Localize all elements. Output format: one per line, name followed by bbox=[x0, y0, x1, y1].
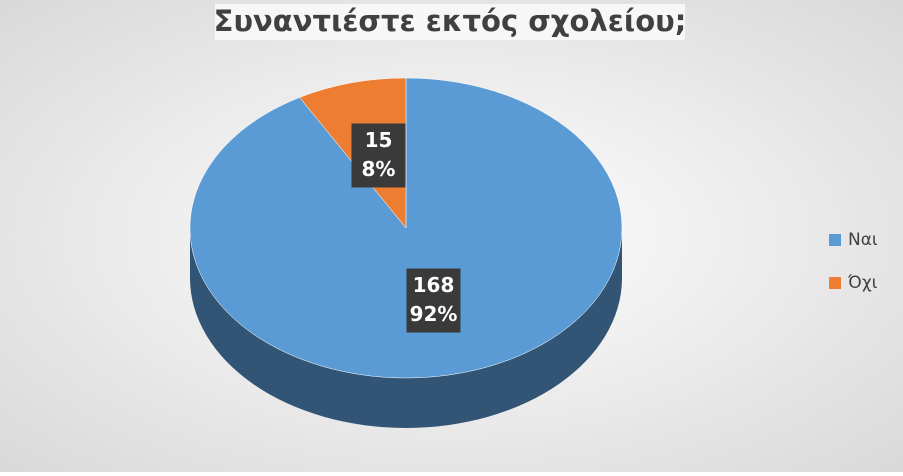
data-label-value: 168 bbox=[413, 273, 455, 297]
legend-swatch bbox=[829, 277, 841, 289]
legend-label: Όχι bbox=[847, 273, 878, 293]
data-label-percent: 8% bbox=[362, 157, 396, 181]
data-label-box bbox=[406, 268, 461, 333]
chart-title: Συναντιέστε εκτός σχολείου; bbox=[214, 4, 687, 38]
legend-swatch bbox=[829, 234, 841, 246]
data-label-value: 15 bbox=[365, 128, 393, 152]
data-label-box bbox=[351, 123, 406, 188]
data-label: 158% bbox=[351, 123, 406, 188]
pie-side bbox=[190, 228, 622, 428]
title-band bbox=[215, 4, 685, 40]
legend-label: Ναι bbox=[848, 230, 878, 250]
data-label-percent: 92% bbox=[410, 302, 458, 326]
